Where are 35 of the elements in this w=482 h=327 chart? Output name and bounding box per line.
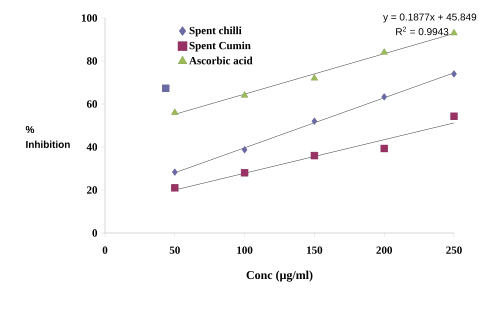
point — [171, 108, 178, 115]
x-tick-label: 250 — [446, 246, 462, 254]
y-tick-label: 40 — [86, 143, 98, 151]
point — [450, 112, 458, 120]
x-tick-label: 50 — [170, 246, 180, 254]
y-tick-label: 60 — [86, 100, 98, 108]
y-tick-label: 80 — [86, 57, 98, 65]
point — [450, 28, 458, 36]
point — [310, 74, 318, 80]
x-tick-label: 200 — [376, 246, 392, 254]
annotation: R$^{2}$ = 0.9943 — [396, 26, 448, 36]
point — [381, 93, 388, 101]
y-tick-label: 20 — [86, 186, 98, 194]
x-axis-title: Conc (µg/ml) — [246, 270, 312, 282]
y-axis-title: % Inhibition — [26, 126, 70, 148]
legend-label: Spent chilli — [190, 26, 242, 36]
point — [171, 184, 178, 192]
point — [162, 84, 170, 92]
x-tick-label: 0 — [102, 246, 108, 254]
x-tick-label: 100 — [237, 246, 252, 254]
point — [172, 168, 178, 176]
point — [240, 91, 248, 98]
legend-label: Spent Cumin — [190, 42, 251, 52]
point — [312, 118, 318, 125]
point — [380, 48, 388, 55]
y-tick-label: 100 — [82, 14, 98, 22]
point — [242, 146, 248, 154]
x-tick-label: 150 — [307, 246, 322, 254]
annotation: y = 0.1877x + 45.849 — [383, 13, 476, 23]
point — [380, 144, 388, 152]
legend-label: Ascorbic acid — [189, 56, 253, 64]
point — [240, 169, 248, 176]
y-tick-label: 0 — [92, 229, 98, 237]
point — [451, 70, 457, 78]
point — [310, 152, 318, 160]
